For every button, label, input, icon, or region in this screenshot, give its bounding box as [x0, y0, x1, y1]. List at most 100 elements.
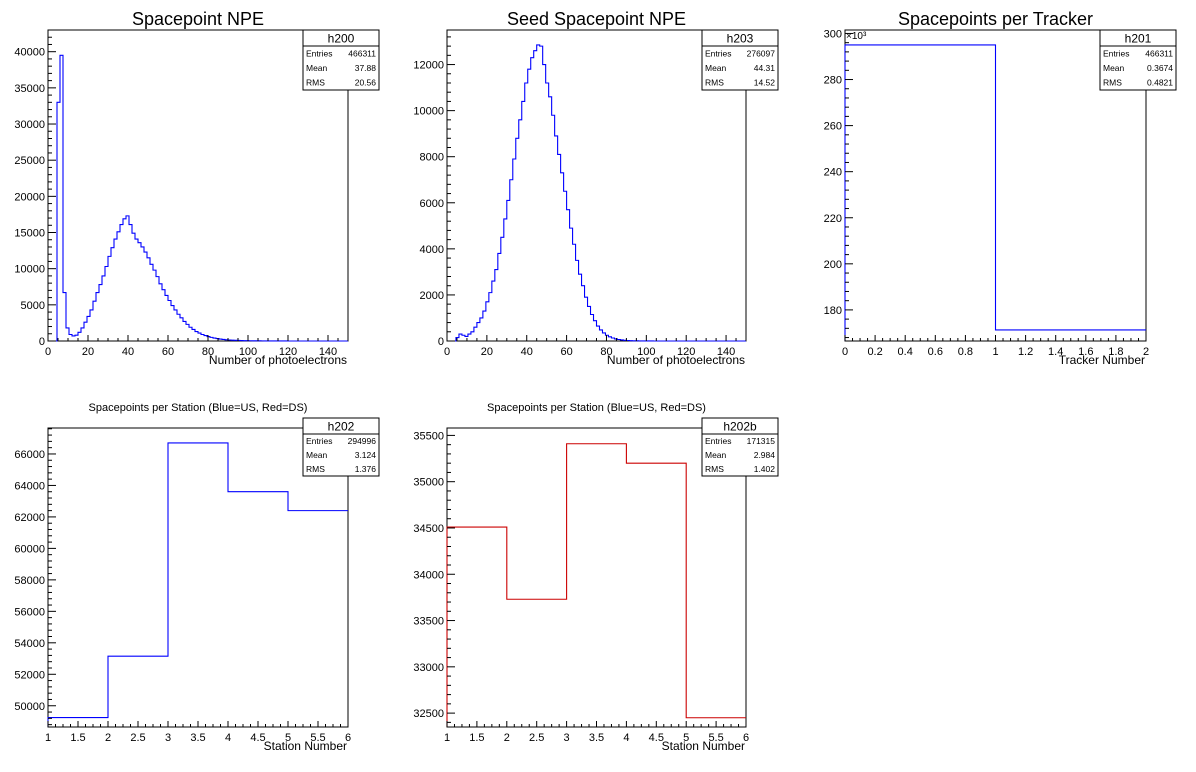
stats-mean-label: Mean — [705, 450, 727, 460]
x-tick-label: 1.2 — [1018, 346, 1033, 358]
y-tick-label: 66000 — [14, 449, 45, 461]
x-tick-label: 0 — [444, 346, 450, 358]
x-tick-label: 40 — [122, 346, 134, 358]
x-tick-label: 0 — [45, 346, 51, 358]
x-tick-label: 2.5 — [130, 732, 145, 744]
stats-mean-value: 3.124 — [355, 450, 377, 460]
stats-entries-value: 171315 — [747, 436, 776, 446]
x-tick-label: 4 — [225, 732, 231, 744]
stats-box-frame — [701, 29, 779, 91]
stats-box-frame — [701, 417, 779, 477]
stats-mean-label: Mean — [705, 63, 727, 73]
y-tick-label: 30000 — [14, 119, 45, 131]
stats-mean-label: Mean — [306, 63, 328, 73]
y-tick-label: 58000 — [14, 575, 45, 587]
y-tick-label: 300 — [824, 28, 842, 40]
x-tick-label: 3 — [564, 732, 570, 744]
x-tick-label: 1.5 — [70, 732, 85, 744]
x-tick-label: 140 — [717, 346, 735, 358]
chart-panel-1: Spacepoint NPE 0 20 40 60 80 100 120 140 0 5000 100… — [14, 9, 380, 367]
y-tick-label: 25000 — [14, 155, 45, 167]
y-tick-label: 8000 — [420, 152, 444, 164]
x-tick-label: 20 — [82, 346, 94, 358]
x-tick-label: 5 — [285, 732, 291, 744]
stats-mean-value: 37.88 — [355, 63, 377, 73]
x-axis-label: Tracker Number — [1059, 353, 1145, 367]
histogram-series — [447, 44, 746, 342]
stats-entries-label: Entries — [705, 48, 731, 58]
y-tick-label: 5000 — [21, 300, 45, 312]
stats-box-frame — [302, 417, 380, 477]
y-tick-label: 12000 — [413, 60, 444, 72]
y-tick-label: 4000 — [420, 244, 444, 256]
histogram-series — [446, 443, 746, 727]
stats-entries-value: 294996 — [348, 436, 377, 446]
x-tick-label: 40 — [521, 346, 533, 358]
x-tick-label: 3.5 — [190, 732, 205, 744]
stats-rms-label: RMS — [306, 78, 325, 88]
stats-mean-label: Mean — [306, 450, 328, 460]
x-tick-label: 140 — [319, 346, 337, 358]
stats-rms-value: 1.376 — [355, 464, 377, 474]
stats-entries-value: 276097 — [747, 48, 776, 58]
y-tick-label: 60000 — [14, 543, 45, 555]
x-tick-label: 0.6 — [928, 346, 943, 358]
x-tick-label: 100 — [239, 346, 257, 358]
x-tick-label: 5.5 — [708, 732, 723, 744]
y-tick-label: 2000 — [420, 290, 444, 302]
stats-rms-value: 14.52 — [754, 78, 776, 88]
x-tick-label: 2.5 — [529, 732, 544, 744]
chart-title: Seed Spacepoint NPE — [507, 9, 686, 29]
x-tick-label: 4 — [623, 732, 629, 744]
y-tick-label: 280 — [824, 75, 842, 87]
stats-rms-value: 1.402 — [754, 464, 776, 474]
chart-title: Spacepoint NPE — [132, 9, 264, 29]
stats-box: h200 Entries 466311 Mean 37.88 RMS 20.56 — [302, 29, 380, 91]
stats-rms-value: 20.56 — [355, 78, 377, 88]
stats-box: h201 Entries 466311 Mean 0.3674 RMS 0.4821 — [1099, 29, 1177, 91]
y-tick-label: 54000 — [14, 638, 45, 650]
x-tick-label: 1.5 — [469, 732, 484, 744]
stats-entries-label: Entries — [306, 48, 332, 58]
x-tick-label: 6 — [345, 732, 351, 744]
x-tick-label: 80 — [600, 346, 612, 358]
x-tick-label: 4.5 — [649, 732, 664, 744]
x-axis-label: Station Number — [662, 739, 745, 753]
x-axis-label: Station Number — [264, 739, 347, 753]
y-tick-label: 33500 — [413, 616, 444, 628]
x-tick-label: 80 — [202, 346, 214, 358]
chart-panel-5: Spacepoints per Station (Blue=US, Red=DS… — [413, 402, 779, 753]
x-tick-label: 0.4 — [898, 346, 913, 358]
stats-rms-label: RMS — [705, 464, 724, 474]
x-tick-label: 0.2 — [867, 346, 882, 358]
stats-rms-label: RMS — [705, 78, 724, 88]
stats-rms-value: 0.4821 — [1147, 78, 1173, 88]
stats-entries-value: 466311 — [348, 48, 376, 58]
x-tick-label: 1 — [444, 732, 450, 744]
chart-title: Spacepoints per Station (Blue=US, Red=DS… — [89, 402, 308, 414]
x-tick-label: 6 — [743, 732, 749, 744]
y-tick-label: 10000 — [413, 106, 444, 118]
y-tick-label: 56000 — [14, 606, 45, 618]
stats-mean-value: 2.984 — [754, 450, 776, 460]
x-tick-label: 4.5 — [250, 732, 265, 744]
x-axis-label: Number of photoelectrons — [607, 353, 745, 367]
y-tick-label: 20000 — [14, 191, 45, 203]
y-tick-label: 35500 — [413, 430, 444, 442]
y-tick-label: 260 — [824, 121, 842, 133]
chart-title: Spacepoints per Tracker — [898, 9, 1093, 29]
y-tick-label: 34500 — [413, 523, 444, 535]
stats-mean-value: 44.31 — [754, 63, 776, 73]
stats-box-frame — [1099, 29, 1177, 91]
stats-mean-value: 0.3674 — [1147, 63, 1173, 73]
x-tick-label: 60 — [560, 346, 572, 358]
x-tick-label: 0.8 — [958, 346, 973, 358]
x-tick-label: 1.4 — [1048, 346, 1063, 358]
y-tick-label: 35000 — [14, 83, 45, 95]
x-tick-label: 2 — [504, 732, 510, 744]
y-tick-label: 52000 — [14, 669, 45, 681]
x-tick-label: 1.6 — [1078, 346, 1093, 358]
chart-panel-4: Spacepoints per Station (Blue=US, Red=DS… — [14, 402, 380, 753]
x-tick-label: 5 — [683, 732, 689, 744]
x-tick-label: 3 — [165, 732, 171, 744]
